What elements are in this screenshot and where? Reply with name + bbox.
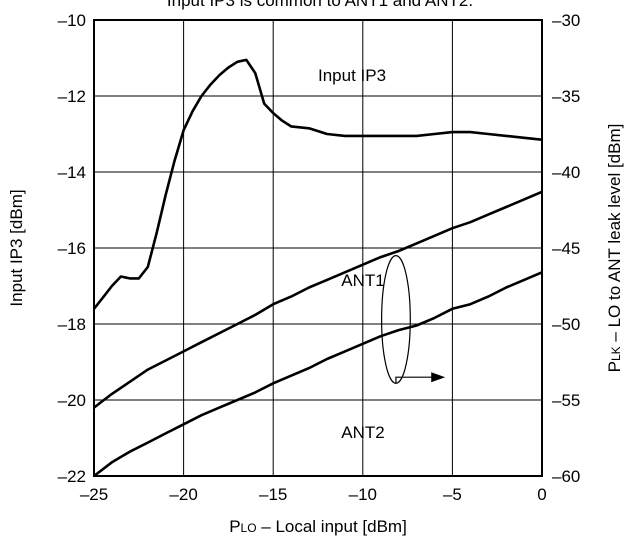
series-line-ant2 xyxy=(94,270,542,476)
annotations: Input IP3 ANT1 ANT2 xyxy=(318,66,446,442)
y-right-tick-label: –35 xyxy=(552,87,580,106)
y-left-tick-labels: –22 –20 –18 –16 –14 –12 –10 xyxy=(58,11,86,486)
x-tick-label: –5 xyxy=(443,485,462,504)
y-left-axis-label: Input IP3 [dBm] xyxy=(7,189,26,306)
x-tick-label: –10 xyxy=(349,485,377,504)
x-tick-label: –25 xyxy=(80,485,108,504)
y-right-axis-label: PLK – LO to ANT leak level [dBm] xyxy=(605,124,624,373)
y-left-tick-label: –18 xyxy=(58,315,86,334)
series-label-input-ip3: Input IP3 xyxy=(318,66,386,85)
y-left-tick-label: –22 xyxy=(58,467,86,486)
y-left-tick-label: –16 xyxy=(58,239,86,258)
chart-title: Input IP3 is common to ANT1 and ANT2. xyxy=(167,0,473,10)
y-right-tick-label: –50 xyxy=(552,315,580,334)
series-lines xyxy=(94,58,542,476)
grid xyxy=(94,20,542,476)
right-axis-arrow-line xyxy=(395,376,434,384)
x-tick-label: 0 xyxy=(537,485,546,504)
y-right-tick-label: –45 xyxy=(552,239,580,258)
y-left-tick-label: –10 xyxy=(58,11,86,30)
x-tick-label: –20 xyxy=(169,485,197,504)
y-left-tick-label: –12 xyxy=(58,87,86,106)
x-tick-labels: –25 –20 –15 –10 –5 0 xyxy=(80,485,547,504)
series-line-ant1 xyxy=(94,190,542,409)
y-right-tick-label: –55 xyxy=(552,391,580,410)
series-label-ant2: ANT2 xyxy=(341,423,384,442)
y-right-tick-label: –60 xyxy=(552,467,580,486)
plot-frame xyxy=(93,19,543,477)
x-tick-label: –15 xyxy=(259,485,287,504)
series-line-input-ip3 xyxy=(94,58,542,311)
x-axis-label: PLO – Local input [dBm] xyxy=(229,517,407,536)
series-label-ant1: ANT1 xyxy=(341,271,384,290)
y-right-tick-label: –30 xyxy=(552,11,580,30)
y-right-tick-label: –40 xyxy=(552,163,580,182)
right-axis-arrow-head xyxy=(431,372,446,383)
y-left-tick-label: –20 xyxy=(58,391,86,410)
y-right-tick-labels: –60 –55 –50 –45 –40 –35 –30 xyxy=(552,11,580,486)
series-group-ellipse xyxy=(381,255,411,384)
y-left-tick-label: –14 xyxy=(58,163,86,182)
